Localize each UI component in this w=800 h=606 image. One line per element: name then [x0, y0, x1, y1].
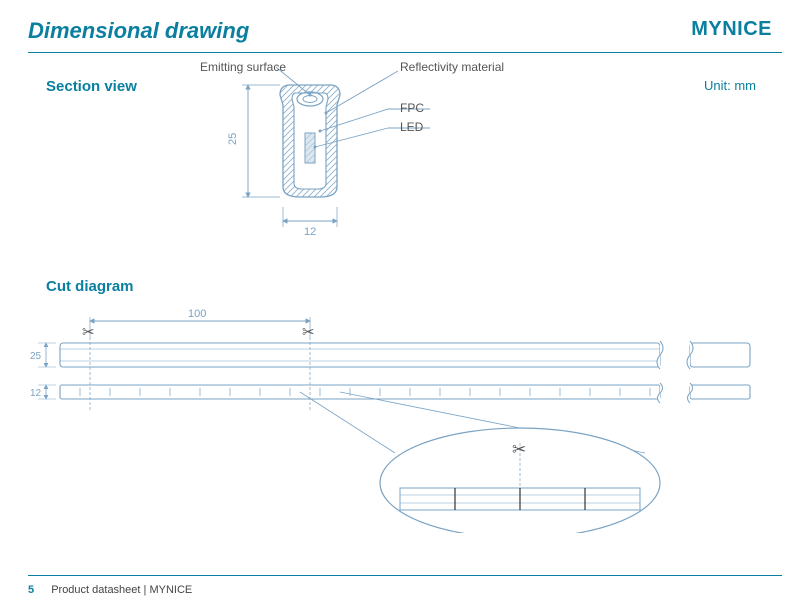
anno-fpc: FPC [400, 101, 424, 115]
dim-strip1: 25 [30, 351, 42, 362]
page-title: Dimensional drawing [0, 0, 800, 52]
footer-text: 5 Product datasheet | MYNICE [28, 584, 192, 596]
anno-emitting-surface: Emitting surface [200, 60, 286, 74]
technical-drawing-svg: 25 12 Emitting surface Reflectivity mate… [0, 53, 800, 533]
footer-caption: Product datasheet | MYNICE [51, 584, 192, 596]
cut-diagram-drawing: 100 ✂ ✂ 25 [30, 308, 750, 533]
svg-text:✂: ✂ [82, 324, 95, 341]
footer-rule [28, 575, 782, 576]
dim-height: 25 [227, 133, 239, 145]
anno-led: LED [400, 120, 424, 134]
svg-text:✂: ✂ [302, 324, 315, 341]
footer-page-number: 5 [28, 584, 34, 596]
dim-width: 12 [304, 226, 316, 238]
brand-logo: MYNICE [691, 18, 772, 41]
scissors-icon: ✂ [512, 440, 526, 459]
diagram-area: 25 12 Emitting surface Reflectivity mate… [0, 53, 800, 533]
section-view-drawing: 25 12 [227, 67, 430, 238]
dim-strip2: 12 [30, 388, 42, 399]
dim-cut-step: 100 [188, 308, 206, 320]
anno-reflectivity: Reflectivity material [400, 60, 504, 74]
